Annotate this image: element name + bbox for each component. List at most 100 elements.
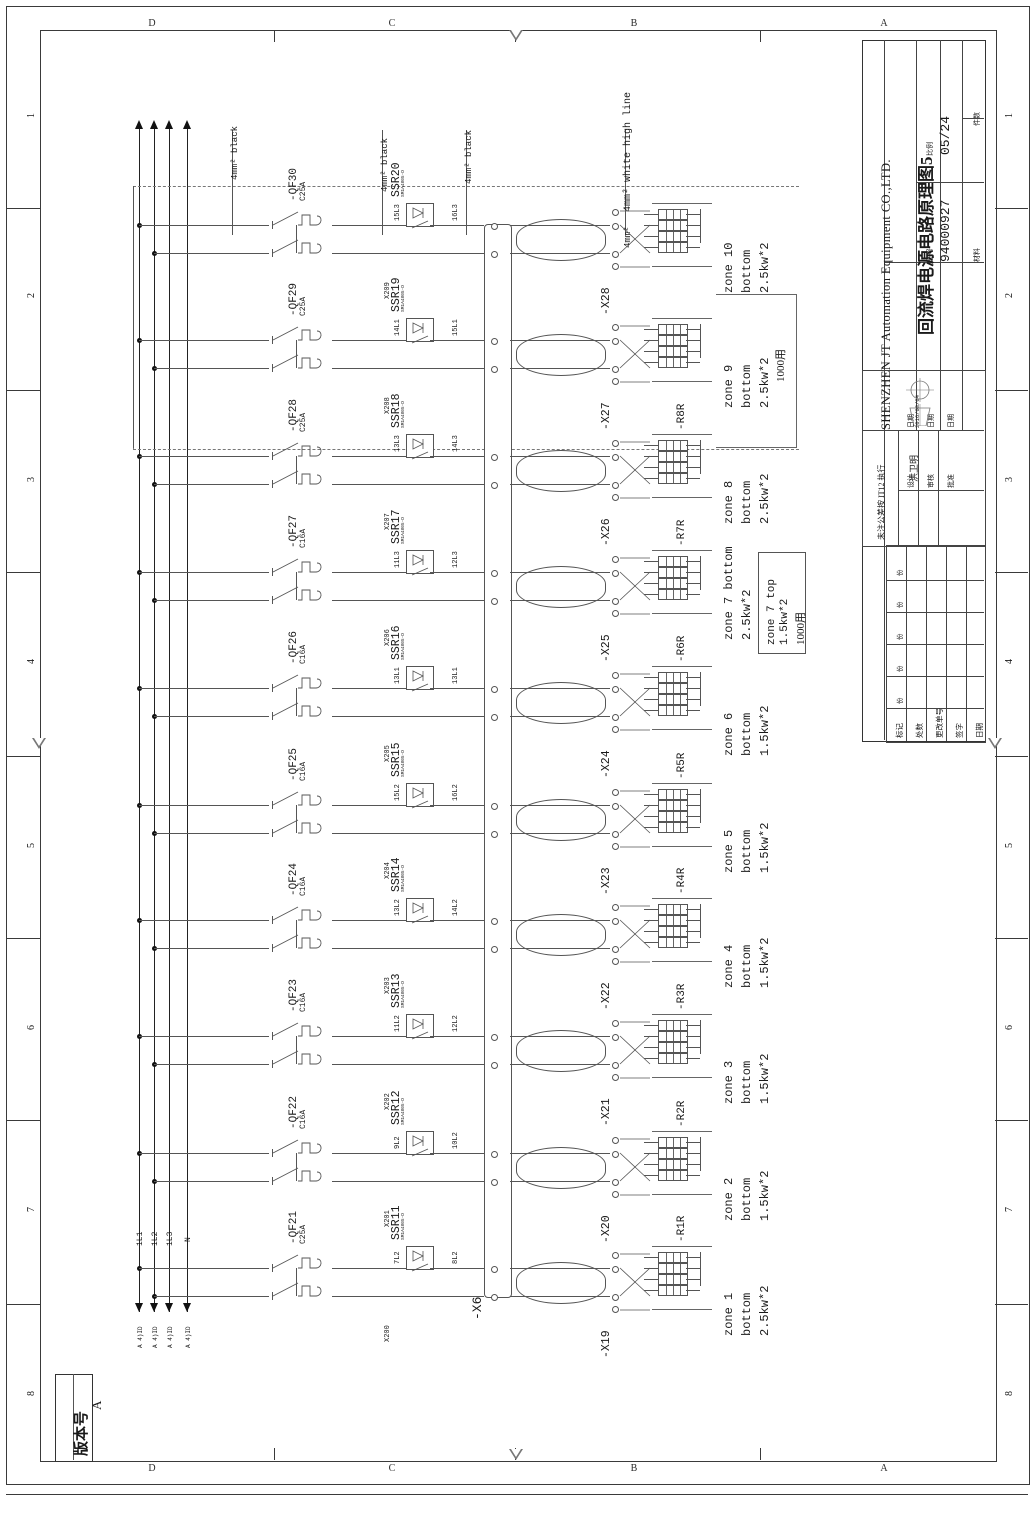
terminal-point[interactable] bbox=[612, 945, 619, 953]
x6-terminal-point[interactable] bbox=[491, 1033, 498, 1041]
terminal-point[interactable] bbox=[612, 1061, 619, 1069]
terminal-point[interactable] bbox=[612, 439, 619, 447]
breaker-contact-blade[interactable] bbox=[272, 352, 302, 372]
x6-terminal-point[interactable] bbox=[491, 1265, 498, 1273]
breaker-contact-blade[interactable] bbox=[272, 209, 302, 229]
terminal-point[interactable] bbox=[612, 453, 619, 461]
terminal-point[interactable] bbox=[612, 671, 619, 679]
terminal-point[interactable] bbox=[612, 788, 619, 796]
x6-terminal-point[interactable] bbox=[491, 830, 498, 838]
terminal-point[interactable] bbox=[612, 493, 619, 501]
breaker-contact-blade[interactable] bbox=[272, 237, 302, 257]
x6-terminal-point[interactable] bbox=[491, 1061, 498, 1069]
terminal-point[interactable] bbox=[612, 1190, 619, 1198]
terminal-point[interactable] bbox=[612, 377, 619, 385]
breaker-contact-blade[interactable] bbox=[272, 904, 302, 924]
terminal-point[interactable] bbox=[612, 842, 619, 850]
breaker-contact-blade[interactable] bbox=[272, 324, 302, 344]
ssr-body-5[interactable] bbox=[406, 783, 434, 807]
ssr-output-contact[interactable] bbox=[410, 219, 432, 231]
breaker-contact-blade[interactable] bbox=[272, 1137, 302, 1157]
x6-terminal-point[interactable] bbox=[491, 945, 498, 953]
breaker-contact-blade[interactable] bbox=[272, 468, 302, 488]
breaker-contact-blade[interactable] bbox=[272, 789, 302, 809]
ssr-output-contact[interactable] bbox=[410, 1147, 432, 1159]
terminal-point[interactable] bbox=[612, 323, 619, 331]
terminal-point[interactable] bbox=[612, 1305, 619, 1313]
x6-terminal-point[interactable] bbox=[491, 453, 498, 461]
terminal-point[interactable] bbox=[612, 1033, 619, 1041]
breaker-contact-blade[interactable] bbox=[272, 584, 302, 604]
terminal-strip-X6[interactable] bbox=[484, 224, 512, 1298]
terminal-point[interactable] bbox=[612, 685, 619, 693]
x6-terminal-point[interactable] bbox=[491, 222, 498, 230]
breaker-contact-blade[interactable] bbox=[272, 700, 302, 720]
ssr-output-contact[interactable] bbox=[410, 682, 432, 694]
terminal-point[interactable] bbox=[612, 597, 619, 605]
terminal-point[interactable] bbox=[612, 1019, 619, 1027]
ssr-output-contact[interactable] bbox=[410, 799, 432, 811]
ssr-body-3[interactable] bbox=[406, 1014, 434, 1038]
ssr-body-2[interactable] bbox=[406, 1131, 434, 1155]
x6-terminal-point[interactable] bbox=[491, 1178, 498, 1186]
terminal-point[interactable] bbox=[612, 725, 619, 733]
terminal-point[interactable] bbox=[612, 1136, 619, 1144]
terminal-point[interactable] bbox=[612, 1150, 619, 1158]
breaker-contact-blade[interactable] bbox=[272, 1165, 302, 1185]
terminal-point[interactable] bbox=[612, 208, 619, 216]
terminal-point[interactable] bbox=[612, 957, 619, 965]
terminal-point[interactable] bbox=[612, 1251, 619, 1259]
ssr-output-contact[interactable] bbox=[410, 1030, 432, 1042]
ssr-body-9[interactable] bbox=[406, 318, 434, 342]
terminal-point[interactable] bbox=[612, 830, 619, 838]
ssr-output-contact[interactable] bbox=[410, 566, 432, 578]
terminal-point[interactable] bbox=[612, 555, 619, 563]
terminal-point[interactable] bbox=[612, 713, 619, 721]
terminal-point[interactable] bbox=[612, 262, 619, 270]
terminal-point[interactable] bbox=[612, 1073, 619, 1081]
ssr-body-6[interactable] bbox=[406, 666, 434, 690]
ssr-output-contact[interactable] bbox=[410, 914, 432, 926]
breaker-contact-blade[interactable] bbox=[272, 556, 302, 576]
breaker-contact-blade[interactable] bbox=[272, 1048, 302, 1068]
ssr-body-10[interactable] bbox=[406, 203, 434, 227]
terminal-point[interactable] bbox=[612, 481, 619, 489]
x6-terminal-point[interactable] bbox=[491, 713, 498, 721]
ssr-body-1[interactable] bbox=[406, 1246, 434, 1270]
ssr-body-7[interactable] bbox=[406, 550, 434, 574]
x6-terminal-point[interactable] bbox=[491, 685, 498, 693]
terminal-point[interactable] bbox=[612, 917, 619, 925]
ssr-output-contact[interactable] bbox=[410, 334, 432, 346]
x6-terminal-point[interactable] bbox=[491, 597, 498, 605]
x6-terminal-point[interactable] bbox=[491, 917, 498, 925]
terminal-point[interactable] bbox=[612, 1178, 619, 1186]
breaker-contact-blade[interactable] bbox=[272, 440, 302, 460]
terminal-point[interactable] bbox=[612, 903, 619, 911]
x6-terminal-point[interactable] bbox=[491, 337, 498, 345]
breaker-contact-blade[interactable] bbox=[272, 1020, 302, 1040]
x6-terminal-point[interactable] bbox=[491, 250, 498, 258]
breaker-contact-blade[interactable] bbox=[272, 1280, 302, 1300]
ssr-body-4[interactable] bbox=[406, 898, 434, 922]
terminal-point[interactable] bbox=[612, 222, 619, 230]
x6-terminal-point[interactable] bbox=[491, 569, 498, 577]
terminal-point[interactable] bbox=[612, 802, 619, 810]
x6-terminal-point[interactable] bbox=[491, 481, 498, 489]
terminal-point[interactable] bbox=[612, 609, 619, 617]
breaker-contact-blade[interactable] bbox=[272, 672, 302, 692]
terminal-point[interactable] bbox=[612, 365, 619, 373]
terminal-point[interactable] bbox=[612, 250, 619, 258]
terminal-point[interactable] bbox=[612, 337, 619, 345]
x6-terminal-point[interactable] bbox=[491, 365, 498, 373]
terminal-point[interactable] bbox=[612, 1293, 619, 1301]
ssr-output-contact[interactable] bbox=[410, 450, 432, 462]
terminal-point[interactable] bbox=[612, 569, 619, 577]
breaker-contact-blade[interactable] bbox=[272, 1252, 302, 1272]
terminal-point[interactable] bbox=[612, 1265, 619, 1273]
x6-terminal-point[interactable] bbox=[491, 802, 498, 810]
x6-terminal-point[interactable] bbox=[491, 1293, 498, 1301]
breaker-contact-blade[interactable] bbox=[272, 817, 302, 837]
breaker-contact-blade[interactable] bbox=[272, 932, 302, 952]
ssr-body-8[interactable] bbox=[406, 434, 434, 458]
x6-terminal-point[interactable] bbox=[491, 1150, 498, 1158]
